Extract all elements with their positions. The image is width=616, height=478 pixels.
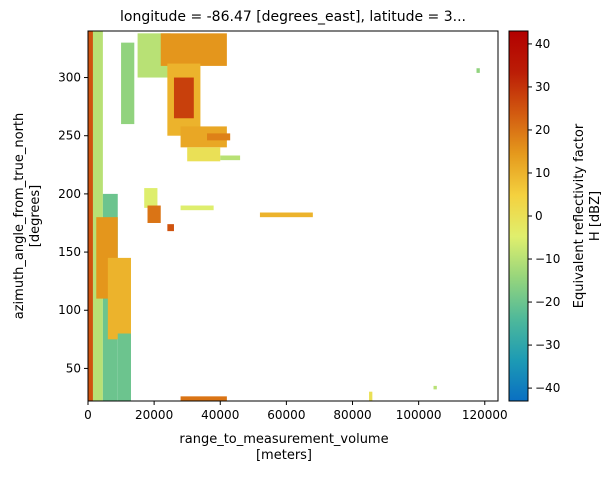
colorbar-label-line2: H [dBZ] — [588, 191, 603, 241]
colorbar-tick-label: 40 — [535, 37, 550, 51]
colorbar-tick-label: 30 — [535, 80, 550, 94]
colorbar-label-line1: Equivalent reflectivity factor — [572, 123, 587, 308]
reflectivity-region — [92, 31, 103, 401]
y-tick-label: 300 — [58, 71, 81, 85]
reflectivity-region — [433, 385, 437, 390]
y-axis-label: azimuth_angle_from_true_north — [12, 113, 27, 320]
reflectivity-region — [220, 155, 241, 161]
reflectivity-region — [160, 33, 227, 66]
reflectivity-region — [147, 205, 161, 223]
reflectivity-region — [121, 42, 135, 125]
y-axis: 50 100 150 200 250 300 — [58, 71, 88, 375]
plot-frame — [87, 30, 499, 402]
colorbar-tick-label: −20 — [535, 295, 560, 309]
x-axis-label: range_to_measurement_volume — [179, 432, 388, 447]
colorbar-tick-label: 0 — [535, 209, 543, 223]
reflectivity-region — [88, 31, 93, 401]
y-axis-units: [degrees] — [28, 185, 43, 247]
reflectivity-region — [369, 391, 373, 401]
x-tick-label: 80000 — [333, 408, 371, 422]
colorbar: −40 −30 −20 −10 0 10 20 30 40 Equivalent reflect… — [508, 30, 603, 402]
x-tick-label: 20000 — [135, 408, 173, 422]
plot-area — [87, 30, 499, 402]
chart-title: longitude = -86.47 [degrees_east], latit… — [120, 9, 466, 25]
colorbar-tick-label: −30 — [535, 338, 560, 352]
reflectivity-region — [107, 257, 131, 340]
reflectivity-region — [167, 224, 174, 232]
colorbar-tick-label: −40 — [535, 381, 560, 395]
colorbar-gradient — [508, 30, 529, 402]
reflectivity-region — [476, 68, 480, 73]
x-tick-label: 100000 — [396, 408, 442, 422]
colorbar-tick-label: 20 — [535, 123, 550, 137]
reflectivity-region — [180, 205, 214, 211]
x-tick-label: 40000 — [201, 408, 239, 422]
reflectivity-region — [173, 77, 194, 119]
y-tick-label: 50 — [66, 361, 81, 375]
y-tick-label: 100 — [58, 303, 81, 317]
reflectivity-region — [180, 126, 227, 148]
x-axis: 0 20000 40000 60000 80000 100000 120000 — [84, 401, 508, 422]
reflectivity-region — [259, 212, 313, 218]
x-tick-label: 0 — [84, 408, 92, 422]
x-tick-label: 60000 — [267, 408, 305, 422]
y-tick-label: 200 — [58, 187, 81, 201]
y-tick-label: 250 — [58, 129, 81, 143]
reflectivity-region — [144, 188, 158, 208]
x-axis-units: [meters] — [256, 448, 312, 463]
y-tick-label: 150 — [58, 245, 81, 259]
reflectivity-region — [117, 333, 131, 401]
reflectivity-region — [180, 396, 227, 401]
colorbar-tick-label: 10 — [535, 166, 550, 180]
x-tick-label: 120000 — [462, 408, 508, 422]
reflectivity-region — [187, 147, 221, 162]
reflectivity-region — [207, 133, 231, 141]
colorbar-tick-label: −10 — [535, 252, 560, 266]
